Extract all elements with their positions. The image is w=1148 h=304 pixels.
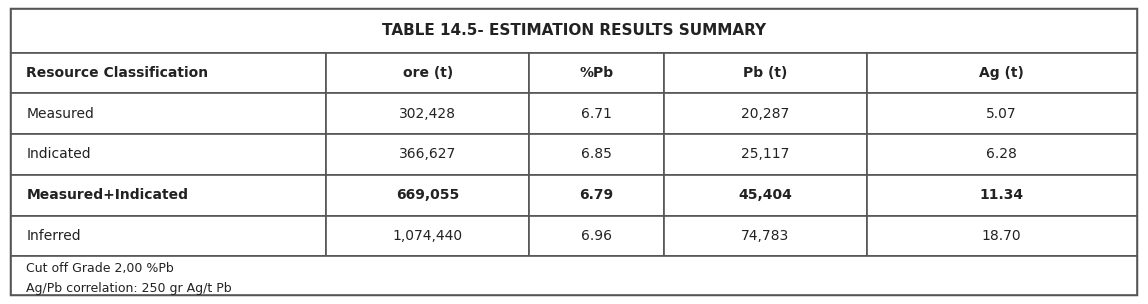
Text: 5.07: 5.07 xyxy=(986,107,1017,121)
Bar xyxy=(11,256,1137,295)
Text: 11.34: 11.34 xyxy=(979,188,1024,202)
Bar xyxy=(867,175,1137,216)
Bar xyxy=(326,175,529,216)
Bar xyxy=(326,216,529,256)
Text: Inferred: Inferred xyxy=(26,229,82,243)
Text: Indicated: Indicated xyxy=(26,147,91,161)
Text: ore (t): ore (t) xyxy=(403,66,452,80)
Bar xyxy=(867,216,1137,256)
Text: Cut off Grade 2,00 %Pb
Ag/Pb correlation: 250 gr Ag/t Pb: Cut off Grade 2,00 %Pb Ag/Pb correlation… xyxy=(26,262,232,295)
Text: Measured+Indicated: Measured+Indicated xyxy=(26,188,188,202)
Bar xyxy=(529,216,664,256)
Bar xyxy=(11,93,326,134)
Text: 20,287: 20,287 xyxy=(742,107,790,121)
Bar xyxy=(664,216,867,256)
Text: %Pb: %Pb xyxy=(580,66,613,80)
Text: Pb (t): Pb (t) xyxy=(743,66,788,80)
Text: 6.71: 6.71 xyxy=(581,107,612,121)
Bar xyxy=(664,175,867,216)
Text: Ag (t): Ag (t) xyxy=(979,66,1024,80)
Text: 45,404: 45,404 xyxy=(738,188,792,202)
Bar xyxy=(326,134,529,175)
Bar xyxy=(664,134,867,175)
Bar xyxy=(11,134,326,175)
Bar xyxy=(326,93,529,134)
Text: 6.28: 6.28 xyxy=(986,147,1017,161)
Text: Measured: Measured xyxy=(26,107,94,121)
Bar xyxy=(529,93,664,134)
Bar xyxy=(529,175,664,216)
Text: 6.96: 6.96 xyxy=(581,229,612,243)
Text: 6.85: 6.85 xyxy=(581,147,612,161)
Text: 669,055: 669,055 xyxy=(396,188,459,202)
Bar xyxy=(11,216,326,256)
Bar xyxy=(664,53,867,93)
Text: TABLE 14.5- ESTIMATION RESULTS SUMMARY: TABLE 14.5- ESTIMATION RESULTS SUMMARY xyxy=(382,23,766,38)
Text: 302,428: 302,428 xyxy=(400,107,456,121)
Text: 18.70: 18.70 xyxy=(982,229,1022,243)
Bar xyxy=(867,134,1137,175)
Bar xyxy=(664,93,867,134)
Bar xyxy=(529,134,664,175)
Bar xyxy=(11,175,326,216)
Text: Resource Classification: Resource Classification xyxy=(26,66,209,80)
Text: 25,117: 25,117 xyxy=(742,147,790,161)
Text: 1,074,440: 1,074,440 xyxy=(393,229,463,243)
Text: 74,783: 74,783 xyxy=(742,229,790,243)
Bar xyxy=(326,53,529,93)
Text: 6.79: 6.79 xyxy=(580,188,613,202)
Bar xyxy=(529,53,664,93)
Text: 366,627: 366,627 xyxy=(400,147,457,161)
Bar xyxy=(11,53,326,93)
Bar xyxy=(867,53,1137,93)
Bar xyxy=(867,93,1137,134)
Bar xyxy=(11,9,1137,53)
